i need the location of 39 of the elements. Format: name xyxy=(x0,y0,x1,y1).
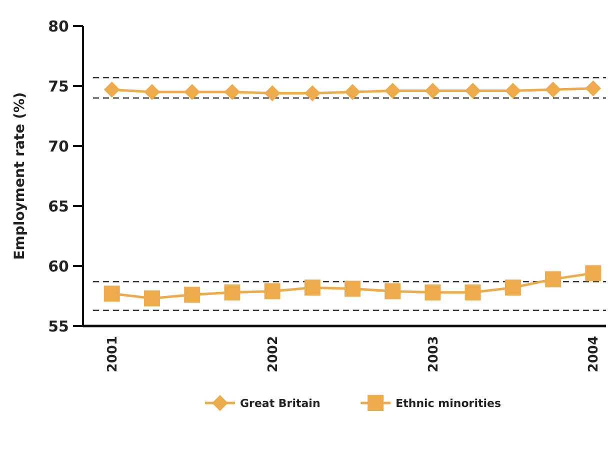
point xyxy=(304,280,320,296)
point xyxy=(504,82,521,99)
point xyxy=(344,280,361,297)
point xyxy=(585,265,602,282)
point xyxy=(224,284,240,300)
y-tick-label: 65 xyxy=(48,197,69,216)
point xyxy=(545,82,562,98)
point xyxy=(144,290,160,306)
point xyxy=(424,284,441,300)
legend-label: Ethnic minorities xyxy=(396,396,502,410)
point xyxy=(384,283,401,300)
point xyxy=(304,85,320,102)
x-tick-label: 2001 xyxy=(105,336,120,372)
point xyxy=(144,84,160,100)
point xyxy=(464,284,481,300)
point xyxy=(104,286,120,302)
point xyxy=(585,80,602,96)
x-tick-label: 2002 xyxy=(266,336,281,372)
x-tick-label: 2003 xyxy=(426,336,442,372)
point xyxy=(184,286,200,303)
point xyxy=(224,84,240,100)
point xyxy=(384,82,401,99)
y-tick-label: 80 xyxy=(48,17,69,36)
y-tick-label: 60 xyxy=(48,257,69,276)
point xyxy=(344,84,361,100)
point xyxy=(264,85,280,102)
y-tick-label: 70 xyxy=(48,137,69,156)
y-tick-label: 75 xyxy=(48,77,69,96)
point xyxy=(104,82,120,98)
point xyxy=(464,82,481,99)
y-axis-title: Employment rate (%) xyxy=(12,92,28,260)
point xyxy=(545,271,562,288)
x-tick-label: 2004 xyxy=(586,336,602,372)
point xyxy=(504,280,521,296)
point xyxy=(184,84,200,100)
y-tick-label: 55 xyxy=(48,317,69,336)
legend-label: Great Britain xyxy=(240,396,320,410)
point xyxy=(264,283,280,300)
point xyxy=(424,82,441,99)
